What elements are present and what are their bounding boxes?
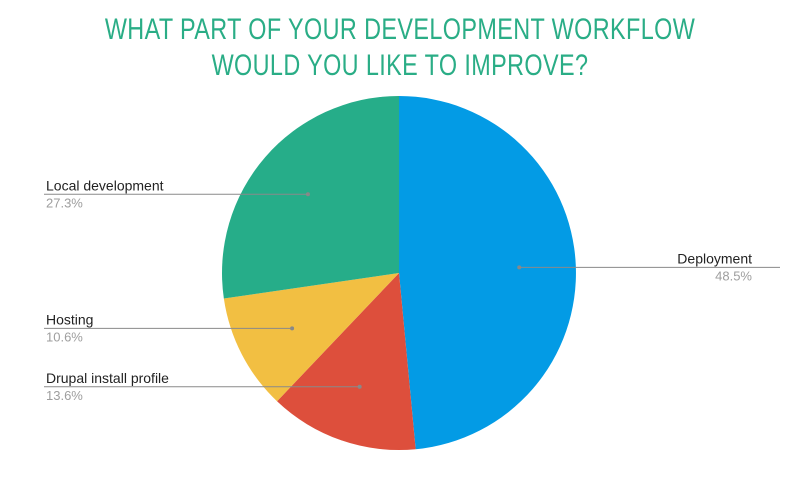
chart-title-line-1: WHAT PART OF YOUR DEVELOPMENT WORKFLOW: [104, 13, 696, 46]
slice-deployment: [399, 96, 576, 450]
slice-hosting: [223, 273, 399, 402]
value-deployment: 48.5%: [715, 268, 752, 283]
value-local-development: 27.3%: [46, 195, 83, 210]
value-hosting: 10.6%: [46, 329, 83, 344]
chart-title: WHAT PART OF YOUR DEVELOPMENT WORKFLOW W…: [88, 12, 712, 84]
label-deployment: Deployment: [677, 250, 752, 266]
value-drupal-install-profile: 13.6%: [46, 388, 83, 403]
label-drupal-install-profile: Drupal install profile: [46, 370, 169, 386]
leader-lines: [44, 192, 780, 389]
slice-labels: Deployment 48.5% Drupal install profile 13.…: [46, 177, 752, 402]
slice-drupal-install-profile: [277, 273, 416, 450]
chart-title-line-2: WOULD YOU LIKE TO IMPROVE?: [211, 49, 589, 82]
label-hosting: Hosting: [46, 311, 93, 327]
pie-slices: [222, 96, 576, 450]
slice-local-development: [222, 96, 399, 299]
label-local-development: Local development: [46, 177, 164, 193]
